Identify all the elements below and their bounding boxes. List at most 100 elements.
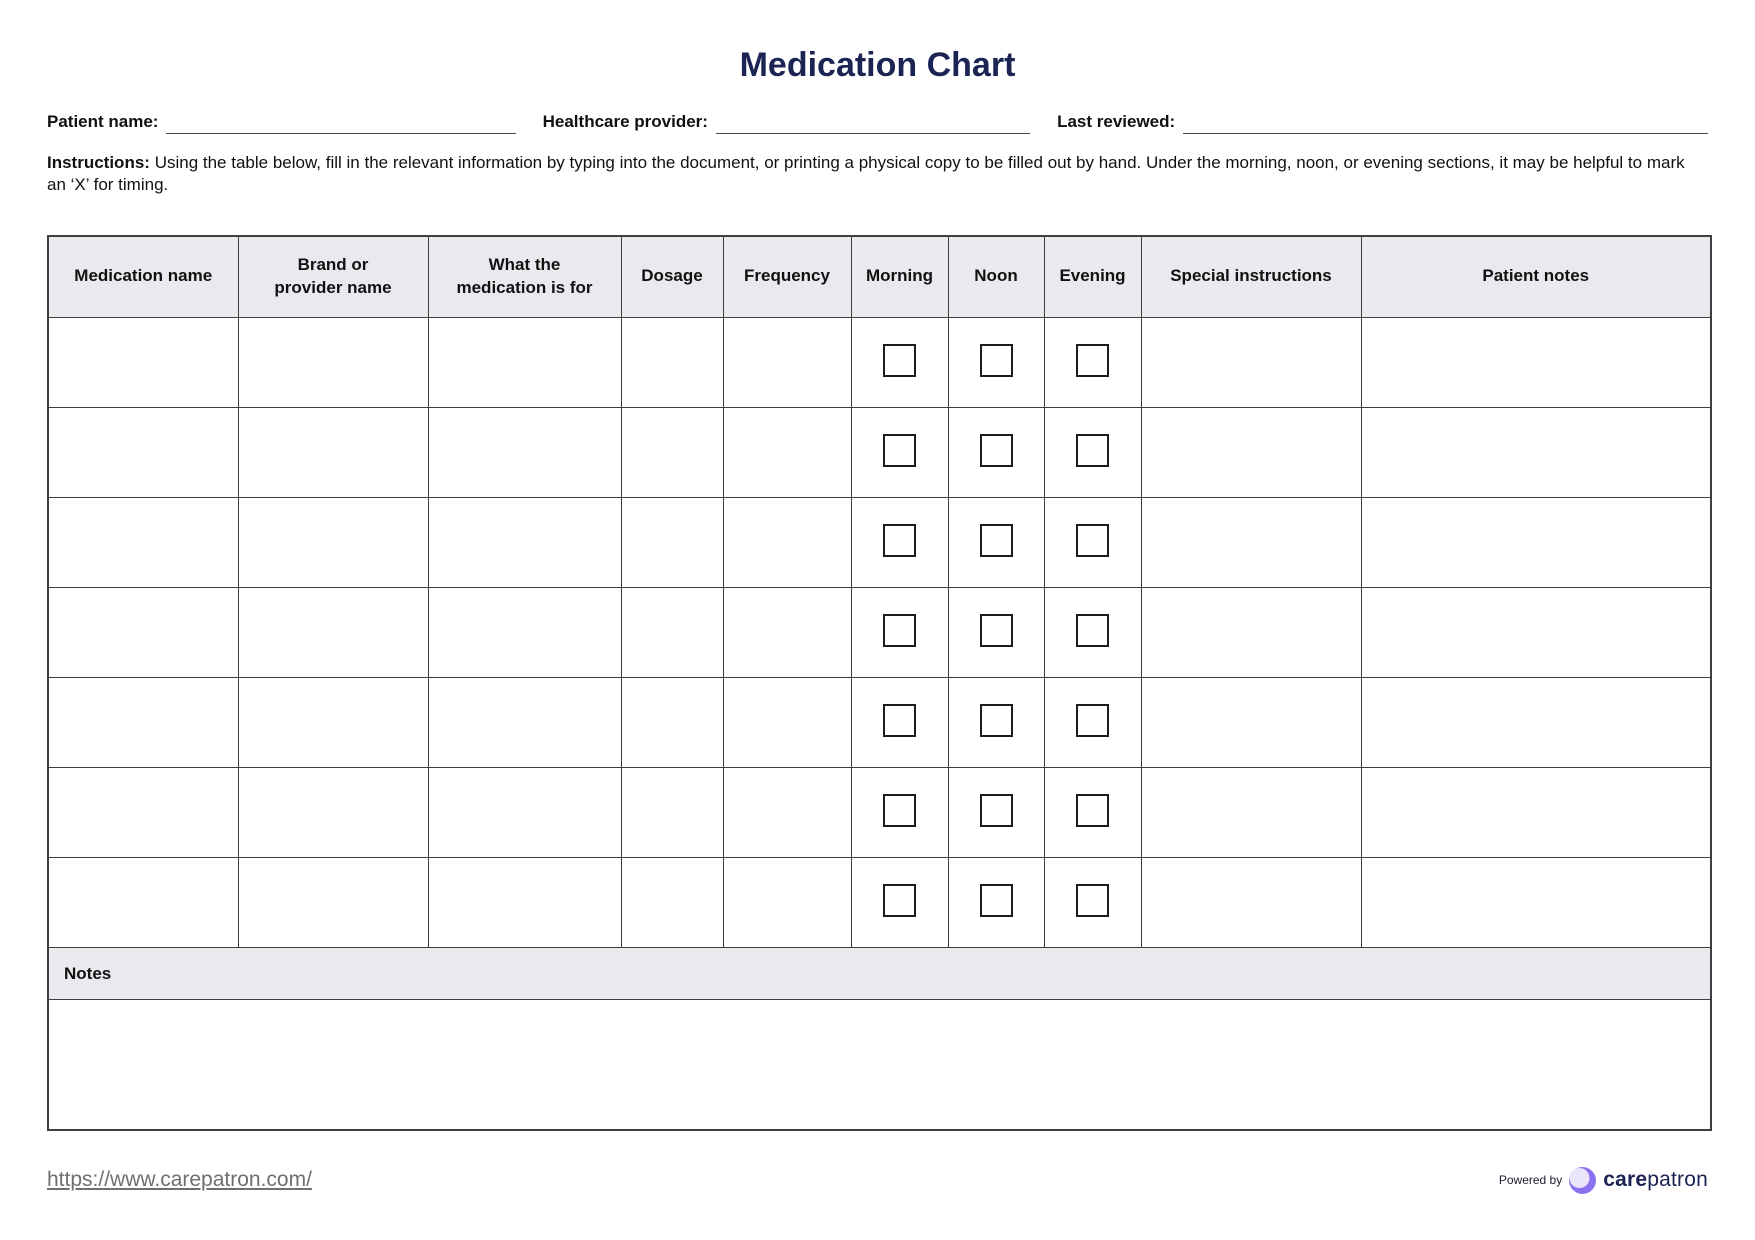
- cell-frequency[interactable]: [722, 317, 852, 409]
- cell-noon[interactable]: [947, 407, 1045, 499]
- morning-checkbox[interactable]: [883, 433, 916, 467]
- cell-noon[interactable]: [947, 857, 1045, 949]
- cell-what-the-medication-is-for[interactable]: [427, 407, 622, 499]
- cell-brand-or-provider-name[interactable]: [237, 317, 429, 409]
- carepatron-link[interactable]: https://www.carepatron.com/: [47, 1168, 312, 1192]
- cell-evening[interactable]: [1043, 497, 1142, 589]
- cell-medication-name[interactable]: [47, 317, 239, 409]
- last-reviewed-field: Last reviewed:: [1057, 112, 1708, 134]
- cell-morning[interactable]: [850, 767, 949, 859]
- noon-checkbox[interactable]: [979, 703, 1013, 737]
- cell-patient-notes[interactable]: [1360, 857, 1712, 949]
- cell-noon[interactable]: [947, 587, 1045, 679]
- cell-dosage[interactable]: [620, 407, 724, 499]
- cell-medication-name[interactable]: [47, 767, 239, 859]
- evening-checkbox[interactable]: [1076, 613, 1109, 647]
- cell-dosage[interactable]: [620, 767, 724, 859]
- morning-checkbox[interactable]: [883, 703, 916, 737]
- col-header-brand-or-provider-name: Brand or provider name: [237, 235, 429, 319]
- cell-patient-notes[interactable]: [1360, 767, 1712, 859]
- notes-input-area[interactable]: [47, 999, 1712, 1131]
- cell-frequency[interactable]: [722, 677, 852, 769]
- cell-brand-or-provider-name[interactable]: [237, 677, 429, 769]
- noon-checkbox[interactable]: [979, 523, 1013, 557]
- cell-evening[interactable]: [1043, 857, 1142, 949]
- evening-checkbox[interactable]: [1076, 703, 1109, 737]
- last-reviewed-input-line[interactable]: [1183, 113, 1708, 134]
- cell-special-instructions[interactable]: [1140, 407, 1362, 499]
- morning-checkbox[interactable]: [883, 343, 916, 377]
- notes-section: Notes: [47, 947, 1712, 1131]
- evening-checkbox[interactable]: [1076, 793, 1109, 827]
- cell-patient-notes[interactable]: [1360, 677, 1712, 769]
- cell-noon[interactable]: [947, 677, 1045, 769]
- cell-medication-name[interactable]: [47, 497, 239, 589]
- healthcare-provider-input-line[interactable]: [715, 113, 1031, 134]
- cell-evening[interactable]: [1043, 317, 1142, 409]
- cell-special-instructions[interactable]: [1140, 587, 1362, 679]
- patient-name-input-line[interactable]: [166, 113, 516, 134]
- cell-noon[interactable]: [947, 317, 1045, 409]
- cell-frequency[interactable]: [722, 407, 852, 499]
- cell-what-the-medication-is-for[interactable]: [427, 497, 622, 589]
- cell-what-the-medication-is-for[interactable]: [427, 767, 622, 859]
- col-header-evening: Evening: [1043, 235, 1142, 319]
- cell-what-the-medication-is-for[interactable]: [427, 857, 622, 949]
- noon-checkbox[interactable]: [979, 433, 1013, 467]
- cell-noon[interactable]: [947, 497, 1045, 589]
- cell-dosage[interactable]: [620, 677, 724, 769]
- cell-medication-name[interactable]: [47, 407, 239, 499]
- cell-patient-notes[interactable]: [1360, 407, 1712, 499]
- cell-medication-name[interactable]: [47, 587, 239, 679]
- cell-morning[interactable]: [850, 317, 949, 409]
- cell-patient-notes[interactable]: [1360, 587, 1712, 679]
- cell-special-instructions[interactable]: [1140, 497, 1362, 589]
- cell-evening[interactable]: [1043, 677, 1142, 769]
- cell-evening[interactable]: [1043, 407, 1142, 499]
- morning-checkbox[interactable]: [883, 523, 916, 557]
- cell-medication-name[interactable]: [47, 677, 239, 769]
- cell-dosage[interactable]: [620, 857, 724, 949]
- cell-morning[interactable]: [850, 857, 949, 949]
- cell-special-instructions[interactable]: [1140, 857, 1362, 949]
- cell-morning[interactable]: [850, 587, 949, 679]
- cell-brand-or-provider-name[interactable]: [237, 857, 429, 949]
- evening-checkbox[interactable]: [1076, 883, 1109, 917]
- noon-checkbox[interactable]: [979, 613, 1013, 647]
- cell-brand-or-provider-name[interactable]: [237, 587, 429, 679]
- cell-morning[interactable]: [850, 407, 949, 499]
- cell-morning[interactable]: [850, 497, 949, 589]
- cell-frequency[interactable]: [722, 497, 852, 589]
- evening-checkbox[interactable]: [1076, 433, 1109, 467]
- cell-dosage[interactable]: [620, 497, 724, 589]
- noon-checkbox[interactable]: [979, 883, 1013, 917]
- cell-medication-name[interactable]: [47, 857, 239, 949]
- cell-evening[interactable]: [1043, 587, 1142, 679]
- morning-checkbox[interactable]: [883, 793, 916, 827]
- morning-checkbox[interactable]: [883, 883, 916, 917]
- cell-brand-or-provider-name[interactable]: [237, 407, 429, 499]
- cell-brand-or-provider-name[interactable]: [237, 767, 429, 859]
- noon-checkbox[interactable]: [979, 343, 1013, 377]
- cell-dosage[interactable]: [620, 587, 724, 679]
- evening-checkbox[interactable]: [1076, 523, 1109, 557]
- cell-evening[interactable]: [1043, 767, 1142, 859]
- cell-what-the-medication-is-for[interactable]: [427, 317, 622, 409]
- morning-checkbox[interactable]: [883, 613, 916, 647]
- cell-what-the-medication-is-for[interactable]: [427, 587, 622, 679]
- cell-frequency[interactable]: [722, 587, 852, 679]
- cell-what-the-medication-is-for[interactable]: [427, 677, 622, 769]
- cell-patient-notes[interactable]: [1360, 497, 1712, 589]
- cell-frequency[interactable]: [722, 857, 852, 949]
- cell-frequency[interactable]: [722, 767, 852, 859]
- noon-checkbox[interactable]: [979, 793, 1013, 827]
- cell-noon[interactable]: [947, 767, 1045, 859]
- cell-patient-notes[interactable]: [1360, 317, 1712, 409]
- cell-dosage[interactable]: [620, 317, 724, 409]
- evening-checkbox[interactable]: [1076, 343, 1109, 377]
- cell-special-instructions[interactable]: [1140, 317, 1362, 409]
- cell-brand-or-provider-name[interactable]: [237, 497, 429, 589]
- cell-morning[interactable]: [850, 677, 949, 769]
- cell-special-instructions[interactable]: [1140, 767, 1362, 859]
- cell-special-instructions[interactable]: [1140, 677, 1362, 769]
